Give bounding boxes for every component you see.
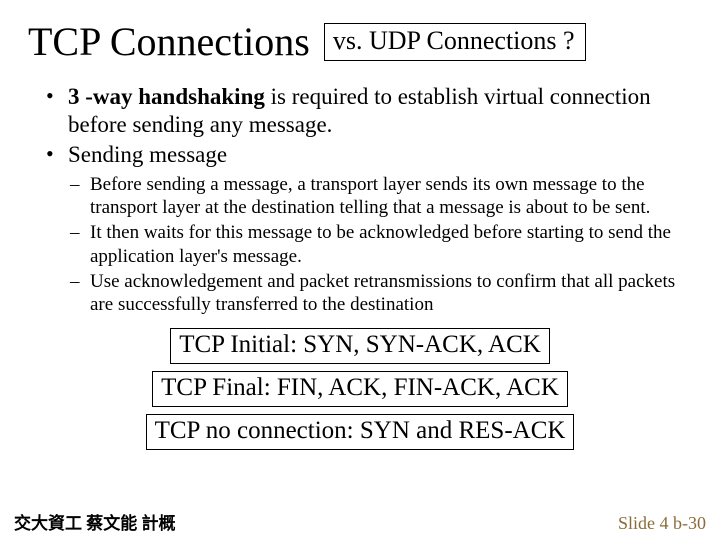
sub-bullet-item: It then waits for this message to be ack… — [90, 221, 692, 267]
tcp-noconn-box: TCP no connection: SYN and RES-ACK — [146, 414, 575, 450]
bullet-list: 3 -way handshaking is required to establ… — [28, 83, 692, 169]
title-row: TCP Connections vs. UDP Connections ? — [28, 18, 692, 65]
sub-bullet-item: Use acknowledgement and packet retransmi… — [90, 270, 692, 316]
footer-author: 交大資工 蔡文能 計概 — [14, 509, 176, 534]
bullet-bold-prefix: 3 -way handshaking — [68, 84, 265, 109]
title-comparison-box: vs. UDP Connections ? — [324, 23, 586, 61]
slide-footer: 交大資工 蔡文能 計概 Slide 4 b-30 — [14, 509, 706, 534]
slide: TCP Connections vs. UDP Connections ? 3 … — [0, 0, 720, 540]
slide-title: TCP Connections — [28, 18, 310, 65]
bullet-item: Sending message — [68, 141, 692, 169]
summary-boxes: TCP Initial: SYN, SYN-ACK, ACK TCP Final… — [28, 328, 692, 450]
sub-bullet-item: Before sending a message, a transport la… — [90, 173, 692, 219]
sub-bullet-list: Before sending a message, a transport la… — [28, 173, 692, 316]
bullet-item: 3 -way handshaking is required to establ… — [68, 83, 692, 139]
tcp-initial-box: TCP Initial: SYN, SYN-ACK, ACK — [170, 328, 550, 364]
bullet-text: Sending message — [68, 142, 227, 167]
tcp-final-box: TCP Final: FIN, ACK, FIN-ACK, ACK — [152, 371, 568, 407]
footer-page-number: Slide 4 b-30 — [618, 513, 706, 534]
